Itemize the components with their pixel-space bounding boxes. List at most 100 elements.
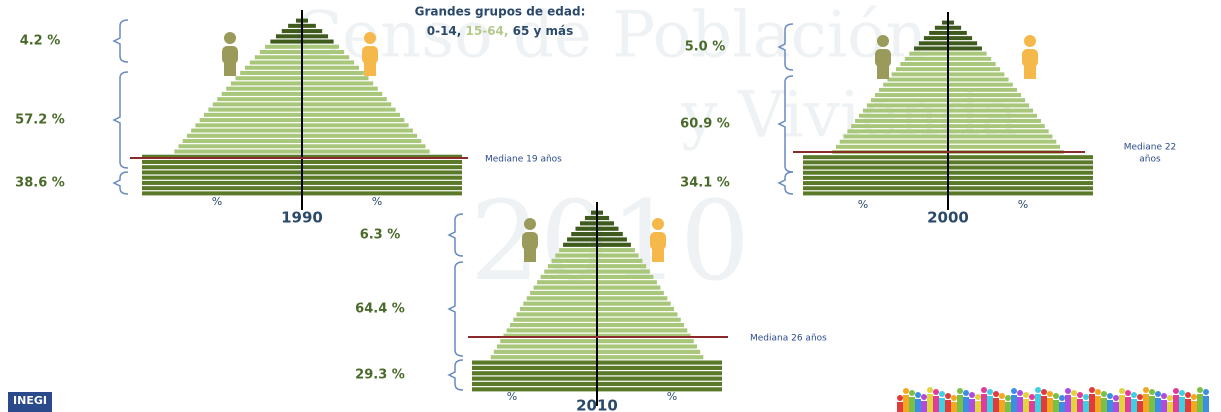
crowd [897, 395, 903, 401]
crowd [999, 400, 1005, 412]
brace [777, 23, 794, 71]
crowd [909, 397, 915, 412]
crowd [1131, 392, 1137, 398]
crowd [981, 387, 987, 393]
group-share: 4.2 % [20, 34, 61, 49]
person-icon [224, 32, 236, 44]
crowd [993, 391, 999, 397]
person-icon [524, 218, 536, 230]
crowd [1203, 396, 1209, 412]
year: 2000 [927, 209, 969, 227]
crowd [987, 396, 993, 412]
crowd [963, 397, 969, 412]
person-icon [362, 46, 378, 64]
crowd [1041, 396, 1047, 412]
crowd [1053, 400, 1059, 412]
crowd [1149, 389, 1155, 395]
person-icon [224, 62, 236, 76]
brace [777, 171, 794, 195]
crowd [969, 392, 975, 398]
crowd [927, 387, 933, 393]
person-icon [877, 65, 889, 79]
crowd [1077, 392, 1083, 398]
crowd [1125, 397, 1131, 412]
group-share: 6.3 % [360, 228, 401, 243]
median-label: Mediane 19 años [485, 155, 562, 165]
crowd [1095, 389, 1101, 395]
crowd [945, 400, 951, 412]
crowd [1083, 401, 1089, 412]
subtitle: 0-14, 15-64, 65 y más [427, 24, 574, 38]
person-icon [1022, 49, 1038, 67]
crowd [1035, 394, 1041, 412]
crowd [1155, 398, 1161, 412]
group-share: 60.9 % [680, 117, 730, 132]
crowd [975, 394, 981, 400]
crowd [903, 395, 909, 412]
crowd [1155, 391, 1161, 397]
crowd [1203, 389, 1209, 395]
crowd [933, 396, 939, 412]
crowd [1071, 390, 1077, 396]
person-icon [875, 49, 891, 67]
pct-label: % [667, 390, 677, 403]
crowd [1119, 388, 1125, 394]
crowd [921, 394, 927, 400]
brace [112, 71, 129, 169]
group-share: 64.4 % [355, 302, 405, 317]
crowd [951, 402, 957, 412]
watermark-text: Censo de Población [293, 0, 927, 73]
crowd [915, 399, 921, 412]
person-icon [364, 62, 376, 76]
crowd [1137, 394, 1143, 400]
crowd [1065, 395, 1071, 412]
crowd [921, 401, 927, 412]
person-icon [222, 46, 238, 64]
crowd [1113, 395, 1119, 401]
logo-box [8, 392, 52, 412]
brace [112, 19, 129, 63]
crowd [939, 391, 945, 397]
crowd [957, 388, 963, 394]
crowd [1047, 391, 1053, 397]
person-icon [652, 218, 664, 230]
crowd [1107, 393, 1113, 399]
group-share: 29.3 % [355, 368, 405, 383]
crowd [1179, 397, 1185, 412]
crowd [1029, 394, 1035, 400]
crowd [1161, 393, 1167, 399]
crowd [1071, 397, 1077, 412]
crowd [927, 394, 933, 412]
crowd [1107, 400, 1113, 412]
pct-label: % [858, 198, 868, 211]
median-label: Mediana 26 años [750, 334, 827, 344]
brace [447, 261, 464, 357]
person-icon [1024, 65, 1036, 79]
crowd [963, 390, 969, 396]
crowd [981, 394, 987, 412]
crowd [1059, 395, 1065, 401]
crowd [933, 389, 939, 395]
logo: INEGI [13, 394, 47, 407]
crowd [1023, 392, 1029, 398]
median-label: Mediane 22 [1124, 143, 1177, 153]
crowd [1077, 399, 1083, 412]
pct-label: % [507, 390, 517, 403]
group-b: 15-64, [466, 24, 509, 38]
brace [447, 359, 464, 391]
crowd [1065, 388, 1071, 394]
pct-label: % [372, 195, 382, 208]
person-icon [524, 248, 536, 262]
crowd [1179, 390, 1185, 396]
crowd [1191, 394, 1197, 400]
crowd [1119, 395, 1125, 412]
crowd [987, 389, 993, 395]
pct-label: % [1018, 198, 1028, 211]
crowd [897, 402, 903, 412]
crowd [1035, 387, 1041, 393]
group-share: 38.6 % [15, 176, 65, 191]
person-icon [1024, 35, 1036, 47]
person-icon [877, 35, 889, 47]
year: 1990 [281, 209, 323, 227]
